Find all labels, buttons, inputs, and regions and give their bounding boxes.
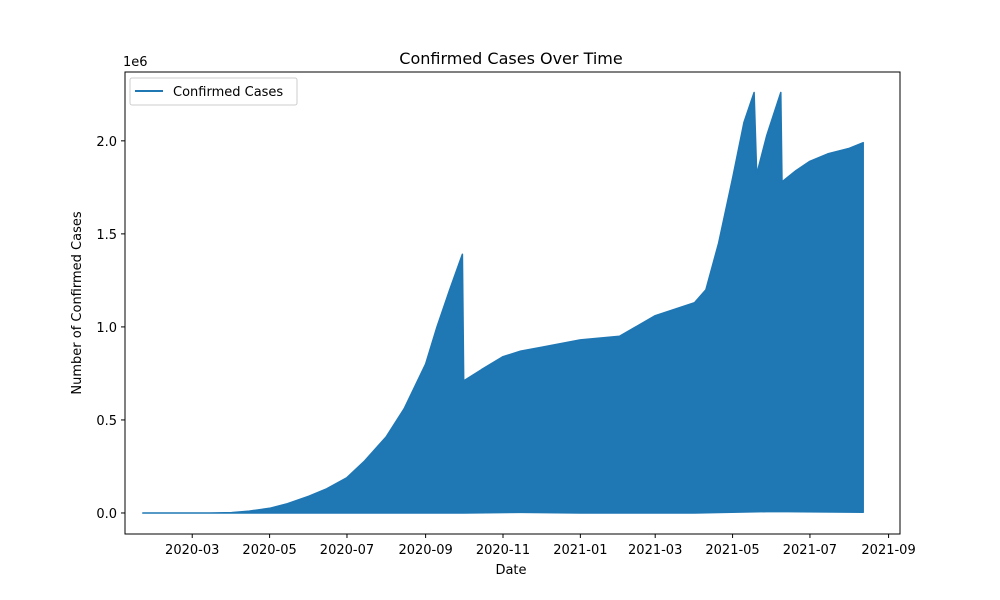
x-tick-label: 2021-03 [628,543,682,558]
x-axis-ticks: 2020-03 2020-05 2020-07 2020-09 2020-11 2021-… [165,534,916,558]
plot-area [142,91,864,514]
x-tick-label: 2020-09 [398,543,452,558]
x-tick-label: 2021-07 [783,543,837,558]
x-tick-label: 2020-07 [320,543,374,558]
chart-title: Confirmed Cases Over Time [399,49,622,68]
x-tick-label: 2020-05 [242,543,296,558]
series-area-0 [142,91,864,514]
legend-box [129,77,298,106]
x-tick-label: 2021-05 [705,543,759,558]
y-axis-label: Number of Confirmed Cases [70,211,85,394]
legend: Confirmed Cases [129,77,298,106]
y-tick-label: 1.5 [96,228,117,243]
plot-frame [124,71,901,535]
y-axis-offset-label: 1e6 [123,55,148,70]
y-tick-label: 1.0 [96,321,117,336]
x-tick-label: 2021-09 [861,543,915,558]
x-tick-label: 2020-11 [476,543,530,558]
y-tick-label: 0.5 [96,414,117,429]
y-tick-label: 0.0 [96,507,117,522]
y-axis-ticks: 0.0 0.5 1.0 1.5 2.0 [96,135,125,522]
y-tick-label: 2.0 [96,135,117,150]
x-axis-label: Date [495,563,526,578]
x-tick-label: 2020-03 [165,543,219,558]
legend-label: Confirmed Cases [173,85,283,100]
x-tick-label: 2021-01 [553,543,607,558]
